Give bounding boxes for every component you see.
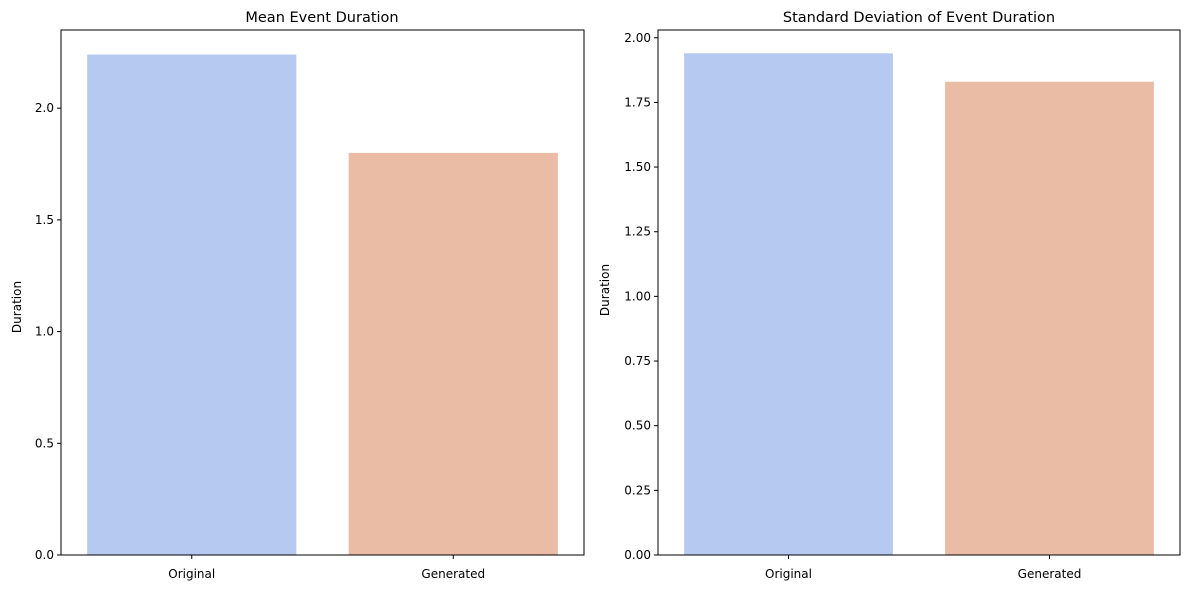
plot-frame — [60, 29, 585, 556]
y-axis-label: Duration — [10, 281, 24, 333]
y-tick-label: 1.50 — [624, 160, 651, 174]
y-tick-label: 0.00 — [624, 548, 651, 562]
bar-generated — [945, 81, 1154, 555]
bars — [684, 53, 1154, 555]
y-tick-label: 0.0 — [35, 548, 54, 562]
bar-generated — [348, 152, 558, 555]
y-tick-label: 0.75 — [624, 354, 651, 368]
bars — [87, 54, 558, 555]
x-tick-label: Original — [168, 567, 215, 581]
x-ticks: Original Generated — [168, 555, 485, 581]
y-ticks: 0.0 0.5 1.0 1.5 2.0 — [35, 101, 61, 562]
y-tick-label: 0.25 — [624, 483, 651, 497]
y-axis-label: Duration — [598, 264, 612, 316]
y-tick-label: 1.25 — [624, 225, 651, 239]
y-ticks: 0.00 0.25 0.50 0.75 1.00 1.25 1.50 1.75 2.00 — [624, 31, 658, 562]
y-tick-label: 0.5 — [35, 436, 54, 450]
x-tick-label: Generated — [421, 567, 485, 581]
y-tick-label: 1.00 — [624, 289, 651, 303]
chart-title: Mean Event Duration — [245, 10, 398, 26]
y-tick-label: 1.0 — [35, 325, 54, 339]
chart-title: Standard Deviation of Event Duration — [783, 10, 1055, 26]
y-tick-label: 0.50 — [624, 419, 651, 433]
std-duration-chart: Standard Deviation of Event Duration Dur… — [598, 10, 1181, 581]
y-tick-label: 1.5 — [35, 213, 54, 227]
x-ticks: Original Generated — [765, 555, 1081, 581]
y-tick-label: 1.75 — [624, 95, 651, 109]
y-tick-label: 2.00 — [624, 31, 651, 45]
y-tick-label: 2.0 — [35, 101, 54, 115]
bar-original — [684, 53, 893, 555]
mean-duration-chart: Mean Event Duration Duration 0.0 0.5 1.0 1.… — [10, 10, 585, 581]
bar-original — [87, 54, 297, 555]
plot-frame — [657, 29, 1181, 556]
x-tick-label: Generated — [1018, 567, 1082, 581]
x-tick-label: Original — [765, 567, 812, 581]
